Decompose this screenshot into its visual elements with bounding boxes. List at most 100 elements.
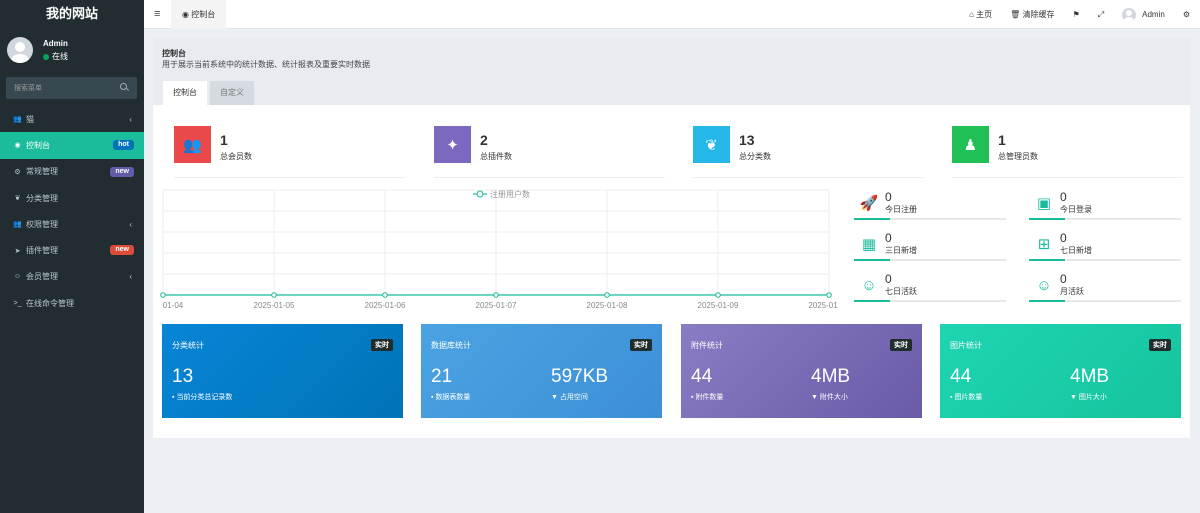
mini-stat: ☺ 0 七日活跃 [854, 272, 1006, 302]
language-button[interactable]: ⚑ [1073, 10, 1080, 19]
card-value: 13 [172, 366, 194, 387]
tab-custom[interactable]: 自定义 [210, 81, 254, 105]
realtime-badge: 实时 [371, 339, 393, 351]
sidebar-item-5[interactable]: ➤ 插件管理 new [0, 237, 144, 263]
sidebar-item-6[interactable]: ☺ 会员管理 ‹ [0, 264, 144, 290]
stat-label: 总管理员数 [998, 152, 1038, 161]
mini-stat-value: 0 [1060, 190, 1067, 204]
online-dot-icon [43, 53, 49, 60]
card-sub-label: ▼ 附件大小 [811, 394, 848, 401]
chevron-left-icon: ‹ [129, 219, 132, 229]
mini-stat-value: 0 [885, 190, 892, 204]
user-circle-icon: ☺ [861, 276, 877, 294]
user-menu[interactable]: Admin [1122, 7, 1165, 22]
fullscreen-icon: ⤢ [1097, 9, 1105, 19]
search-input[interactable] [6, 77, 116, 99]
mini-stat-label: 月活跃 [1060, 287, 1084, 296]
menu-badge: new [110, 166, 134, 177]
data-point[interactable] [493, 292, 499, 298]
calendar-icon: ▦ [861, 236, 877, 253]
chevron-left-icon: ‹ [129, 272, 132, 282]
leaf-icon: ❦ [14, 195, 21, 203]
calendar-plus-icon: ⊞ [1037, 236, 1051, 253]
sidebar-item-label: 权限管理 [26, 219, 58, 229]
trash-icon: 🗑 [1010, 10, 1021, 19]
x-tick-label: 2025-01-05 [254, 301, 295, 310]
fullscreen-button[interactable]: ⤢ [1098, 10, 1104, 20]
settings-button[interactable]: ⚙ [1183, 10, 1190, 19]
realtime-badge: 实时 [1149, 339, 1171, 351]
card-value: 44 [691, 366, 713, 387]
stat-box: ✦ 2 总插件数 [434, 126, 665, 178]
mini-stat-label: 三日新增 [885, 246, 917, 255]
x-tick-label: 01-04 [163, 301, 184, 310]
stat-card: 数据库统计 实时 21 ▪ 数据表数量 597KB ▼ 占用空间 [421, 324, 662, 418]
tab-dashboard[interactable]: ◉ 控制台 [171, 0, 227, 29]
legend-label[interactable]: 注册用户数 [490, 189, 530, 199]
terminal-icon: >_ [13, 299, 22, 307]
data-point[interactable] [382, 292, 388, 298]
dashboard-icon: ◉ [14, 142, 21, 150]
tab-dashboard-content[interactable]: 控制台 [163, 81, 207, 105]
sidebar-item-0[interactable]: 👥 猫 ‹ [0, 106, 144, 132]
card-value: 4MB [811, 366, 851, 387]
card-value: 44 [950, 366, 972, 387]
sidebar-item-7[interactable]: >_ 在线命令管理 [0, 290, 144, 316]
stat-value: 13 [739, 132, 755, 148]
clear-cache-button[interactable]: 🗑 清除缓存 [1010, 9, 1054, 20]
search-icon[interactable] [120, 83, 127, 90]
card-value: 4MB [1070, 366, 1110, 387]
sidebar-item-3[interactable]: ❦ 分类管理 [0, 185, 144, 211]
site-logo[interactable]: 我的网站 [0, 0, 144, 29]
topbar-actions: ⌂ 主页 🗑 清除缓存 ⚑ ⤢ Admin ⚙ [969, 0, 1200, 29]
stat-label: 总分类数 [739, 152, 771, 161]
data-point[interactable] [715, 292, 721, 298]
stat-card: 分类统计 实时 13 ▪ 当前分类总记录数 [162, 324, 403, 418]
card-sub-label: ▼ 图片大小 [1070, 394, 1107, 401]
menu-toggle-icon[interactable]: ≡ [154, 8, 161, 20]
sidebar-item-2[interactable]: ⚙ 常规管理 new [0, 159, 144, 185]
home-label: 主页 [976, 10, 993, 19]
stat-label: 总会员数 [220, 152, 252, 161]
tab-label: 控制台 [191, 10, 216, 19]
id-card-icon: ▣ [1036, 195, 1052, 212]
user-panel: Admin 在线 [0, 29, 144, 73]
user-menu-label: Admin [1142, 10, 1165, 19]
mini-stat: ▦ 0 三日新增 [854, 231, 1006, 261]
home-icon: ⌂ [969, 10, 974, 19]
sidebar-item-label: 会员管理 [26, 272, 58, 282]
data-point[interactable] [160, 292, 166, 298]
mini-stat-label: 今日登录 [1060, 205, 1092, 214]
group-icon: 👥 [13, 221, 22, 229]
stat-card: 附件统计 实时 44 ▪ 附件数量 4MB ▼ 附件大小 [681, 324, 922, 418]
page-description: 用于展示当前系统中的统计数据、统计报表及重要实时数据 [162, 60, 370, 69]
magic-icon: ✦ [434, 126, 471, 163]
realtime-badge: 实时 [890, 339, 912, 351]
menu-badge: hot [113, 140, 134, 151]
mini-stat-label: 七日活跃 [885, 287, 917, 296]
sidebar-item-4[interactable]: 👥 权限管理 ‹ [0, 211, 144, 237]
sidebar-item-label: 在线命令管理 [26, 298, 74, 308]
mini-stat: 🚀 0 今日注册 [854, 190, 1006, 220]
data-point[interactable] [604, 292, 610, 298]
card-value: 597KB [551, 366, 609, 387]
stat-value: 1 [998, 132, 1006, 148]
sidebar-item-label: 插件管理 [26, 246, 58, 256]
home-link[interactable]: ⌂ 主页 [969, 9, 992, 20]
stat-box: ♟ 1 总管理员数 [952, 126, 1183, 178]
sidebar-item-label: 猫 [26, 114, 34, 124]
clear-cache-label: 清除缓存 [1022, 10, 1055, 19]
cogs-icon: ⚙ [1182, 10, 1190, 19]
mini-stat-value: 0 [885, 231, 892, 245]
card-sub-label: ▪ 图片数量 [950, 394, 983, 401]
card-sub-label: ▼ 占用空间 [551, 394, 588, 401]
sidebar-item-label: 分类管理 [26, 193, 58, 203]
mini-stat: ▣ 0 今日登录 [1029, 190, 1181, 220]
sidebar: 我的网站 Admin 在线 👥 猫 ‹ ◉ 控制台 hot ⚙ 常规管理 new ❦ 分类管理 👥 权限… [0, 0, 144, 513]
card-title: 图片统计 [950, 341, 982, 350]
data-point[interactable] [271, 292, 277, 298]
legend-marker [476, 190, 484, 198]
card-sub-label: ▪ 附件数量 [691, 394, 724, 401]
sidebar-item-1[interactable]: ◉ 控制台 hot [0, 132, 144, 159]
data-point[interactable] [826, 292, 832, 298]
